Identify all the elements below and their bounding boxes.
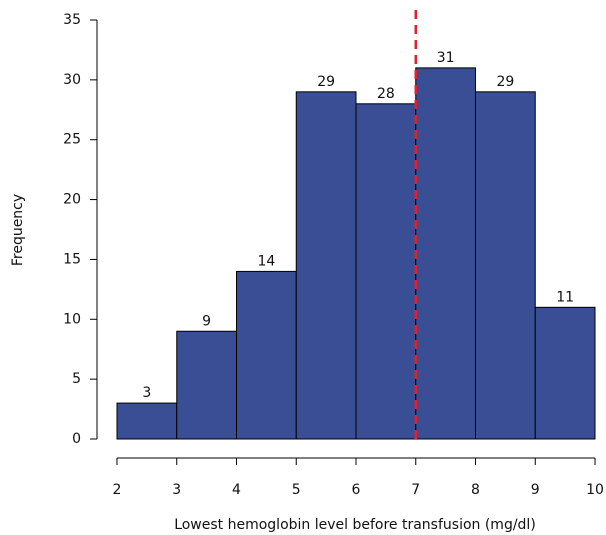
y-tick-label: 5 bbox=[72, 371, 81, 387]
x-tick-label: 8 bbox=[471, 482, 480, 498]
bar bbox=[176, 330, 237, 440]
value-label: 29 bbox=[317, 74, 335, 90]
x-tick-label: 5 bbox=[292, 482, 301, 498]
y-tick-label: 15 bbox=[63, 251, 81, 267]
y-axis-label: Frequency bbox=[10, 194, 26, 266]
bar bbox=[534, 306, 596, 440]
x-tick-label: 9 bbox=[531, 482, 540, 498]
y-tick-label: 10 bbox=[63, 311, 81, 327]
value-label: 31 bbox=[437, 50, 455, 66]
y-tick-label: 35 bbox=[63, 12, 81, 28]
bar bbox=[116, 402, 178, 440]
value-label: 3 bbox=[142, 385, 151, 401]
y-tick-label: 0 bbox=[72, 431, 81, 447]
x-tick-label: 6 bbox=[352, 482, 361, 498]
x-tick-label: 10 bbox=[586, 482, 604, 498]
y-tick-label: 30 bbox=[63, 72, 81, 88]
value-label: 9 bbox=[202, 313, 211, 329]
x-tick-label: 2 bbox=[113, 482, 122, 498]
y-tick-label: 20 bbox=[63, 192, 81, 208]
x-axis-label: Lowest hemoglobin level before transfusi… bbox=[174, 517, 536, 533]
value-label: 28 bbox=[377, 86, 395, 102]
bar bbox=[236, 270, 297, 440]
bar bbox=[295, 91, 357, 440]
value-label: 29 bbox=[496, 74, 514, 90]
value-label: 14 bbox=[257, 253, 275, 269]
x-tick-label: 4 bbox=[232, 482, 241, 498]
bar bbox=[475, 91, 536, 440]
y-tick-label: 25 bbox=[63, 132, 81, 148]
x-tick-label: 7 bbox=[411, 482, 420, 498]
bar bbox=[415, 67, 476, 440]
x-tick-label: 3 bbox=[172, 482, 181, 498]
value-label: 11 bbox=[556, 289, 574, 305]
bar bbox=[355, 103, 417, 440]
